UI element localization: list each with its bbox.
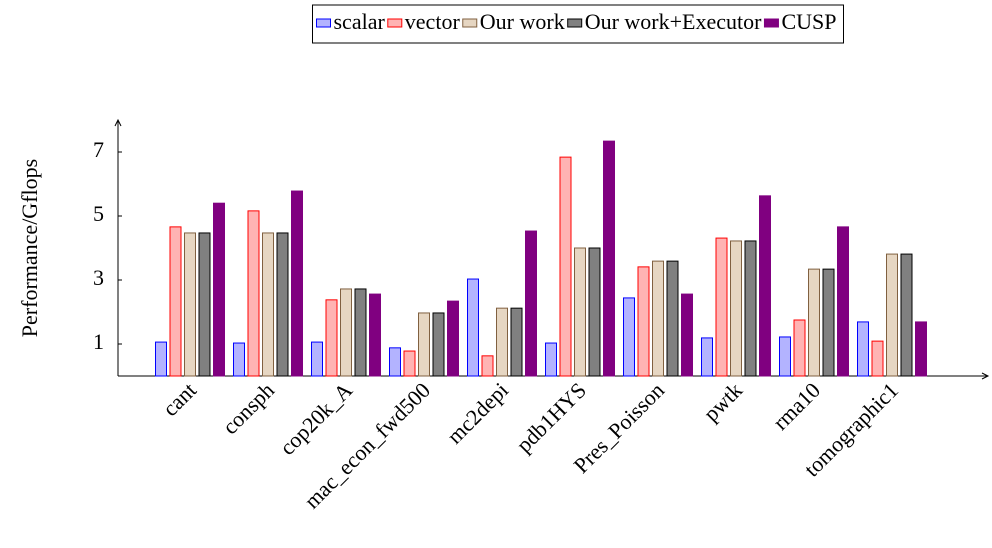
y-tick-label: 5	[93, 201, 104, 226]
bar	[837, 226, 849, 377]
bar	[354, 288, 367, 377]
legend-label: vector	[405, 9, 461, 34]
x-tick-label: cant	[158, 377, 202, 421]
bar	[418, 312, 430, 377]
legend-swatch	[316, 18, 331, 28]
bar	[262, 232, 274, 377]
x-tick-label: pwtk	[698, 377, 747, 426]
legend-swatch	[462, 18, 478, 28]
bar	[481, 355, 494, 377]
bar	[213, 202, 225, 377]
x-tick-label: cop20k_A	[275, 377, 358, 460]
bar	[198, 232, 211, 377]
y-axis-arrow	[114, 118, 122, 127]
legend-swatch	[763, 18, 779, 28]
bar	[623, 297, 635, 377]
legend-swatch	[387, 18, 403, 28]
x-tick-label: mc2depi	[442, 377, 513, 448]
bar	[701, 337, 713, 377]
legend-swatch	[567, 18, 583, 28]
bar	[681, 293, 693, 377]
bar	[325, 299, 338, 377]
bar	[666, 260, 679, 377]
bar	[510, 307, 523, 377]
bar	[822, 268, 835, 377]
bar	[291, 190, 303, 377]
x-tick-label: pdb1HYS	[511, 377, 591, 457]
bar	[744, 240, 757, 377]
y-axis-label: Performance/Gflops	[17, 159, 42, 337]
bar	[525, 230, 537, 377]
bar	[715, 237, 728, 377]
bar	[793, 319, 806, 377]
bar	[247, 210, 260, 377]
bar	[588, 247, 601, 377]
bar	[779, 336, 791, 377]
legend-box	[312, 4, 844, 44]
bar	[559, 156, 572, 377]
bar	[169, 226, 182, 377]
legend-label: Our work	[480, 9, 565, 34]
bar	[637, 266, 650, 377]
y-tick-label: 7	[93, 137, 104, 162]
bar	[808, 268, 820, 377]
bar	[311, 341, 323, 377]
bar	[574, 247, 586, 377]
x-tick-label: rma10	[768, 377, 825, 434]
y-tick-label: 3	[93, 265, 104, 290]
bar	[155, 341, 167, 377]
bar	[369, 293, 381, 377]
bar	[403, 350, 416, 377]
bar	[900, 253, 913, 377]
bar	[184, 232, 196, 377]
legend-label: scalar	[334, 9, 386, 34]
bar	[652, 260, 664, 377]
bar	[603, 140, 615, 377]
bar	[496, 307, 508, 377]
bar	[432, 312, 445, 377]
legend-label: Our work+Executor	[585, 9, 762, 34]
bar	[340, 288, 352, 377]
bar	[857, 321, 869, 377]
legend-label: CUSP	[781, 9, 836, 34]
bar	[389, 347, 401, 377]
bar	[545, 342, 557, 377]
bar	[886, 253, 898, 377]
bar	[871, 340, 884, 377]
bar	[759, 195, 771, 377]
x-axis-arrow	[981, 372, 990, 380]
y-tick-label: 1	[93, 329, 104, 354]
bar	[467, 278, 479, 377]
bar	[915, 321, 927, 377]
bar	[447, 300, 459, 377]
bar	[233, 342, 245, 377]
x-tick-label: consph	[217, 377, 279, 439]
bar	[276, 232, 289, 377]
bar	[730, 240, 742, 377]
